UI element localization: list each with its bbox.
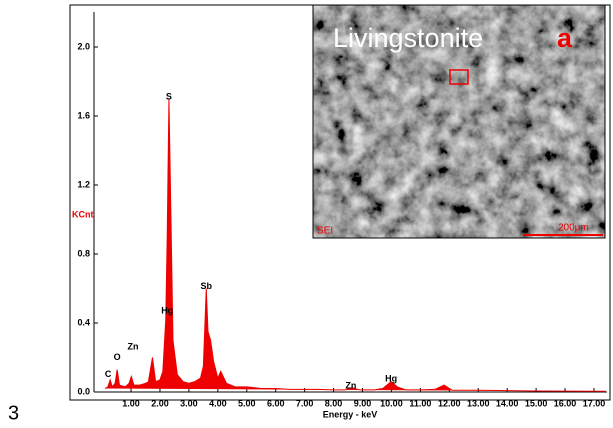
imaging-mode: SEI (317, 226, 333, 237)
inset-title: Livingstonite (333, 23, 483, 53)
peak-label: Zn (345, 380, 356, 390)
y-tick-label: 2.0 (77, 41, 90, 51)
x-tick-label: 9.00 (354, 398, 372, 408)
y-tick-label: 0.0 (77, 386, 90, 396)
peak-label: Hg (161, 305, 173, 315)
peak-label: C (105, 369, 112, 379)
x-tick-label: 12.00 (438, 398, 461, 408)
x-tick-label: 7.00 (296, 398, 314, 408)
y-tick-label: 0.4 (77, 317, 90, 327)
x-tick-label: 17.00 (583, 398, 606, 408)
y-tick-label: 1.6 (77, 110, 90, 120)
x-tick-label: 5.00 (238, 398, 256, 408)
x-tick-label: 14.00 (496, 398, 519, 408)
peak-label: Zn (128, 342, 139, 352)
x-tick-label: 15.00 (525, 398, 548, 408)
x-tick-label: 13.00 (467, 398, 490, 408)
x-tick-label: 10.00 (380, 398, 403, 408)
x-tick-label: 8.00 (325, 398, 343, 408)
x-tick-label: 2.00 (151, 398, 169, 408)
x-axis-label: Energy - keV (323, 409, 378, 419)
x-tick-label: 11.00 (409, 398, 431, 408)
x-tick-label: 3.00 (180, 398, 198, 408)
peak-label: Sb (201, 281, 213, 291)
y-axis-label: KCnt (72, 209, 94, 219)
y-tick-label: 0.8 (77, 248, 90, 258)
x-tick-label: 16.00 (554, 398, 577, 408)
y-tick-label: 1.2 (77, 179, 90, 189)
panel-letter: a (557, 23, 573, 53)
figure: KCnt Energy - keV 3 0.0 0.4 0.8 1.2 1.6 2.0 1.… (0, 0, 613, 428)
x-tick-label: 6.00 (267, 398, 285, 408)
inset: Livingstonite a SEI 200μm (313, 5, 605, 238)
x-tick-label: 1.00 (122, 398, 140, 408)
figure-number: 3 (8, 402, 19, 424)
x-tick-label: 4.00 (209, 398, 227, 408)
peak-label: Hg (385, 373, 397, 383)
peak-label: S (166, 91, 172, 101)
peak-label: O (114, 352, 121, 362)
scale-label: 200μm (558, 223, 589, 234)
